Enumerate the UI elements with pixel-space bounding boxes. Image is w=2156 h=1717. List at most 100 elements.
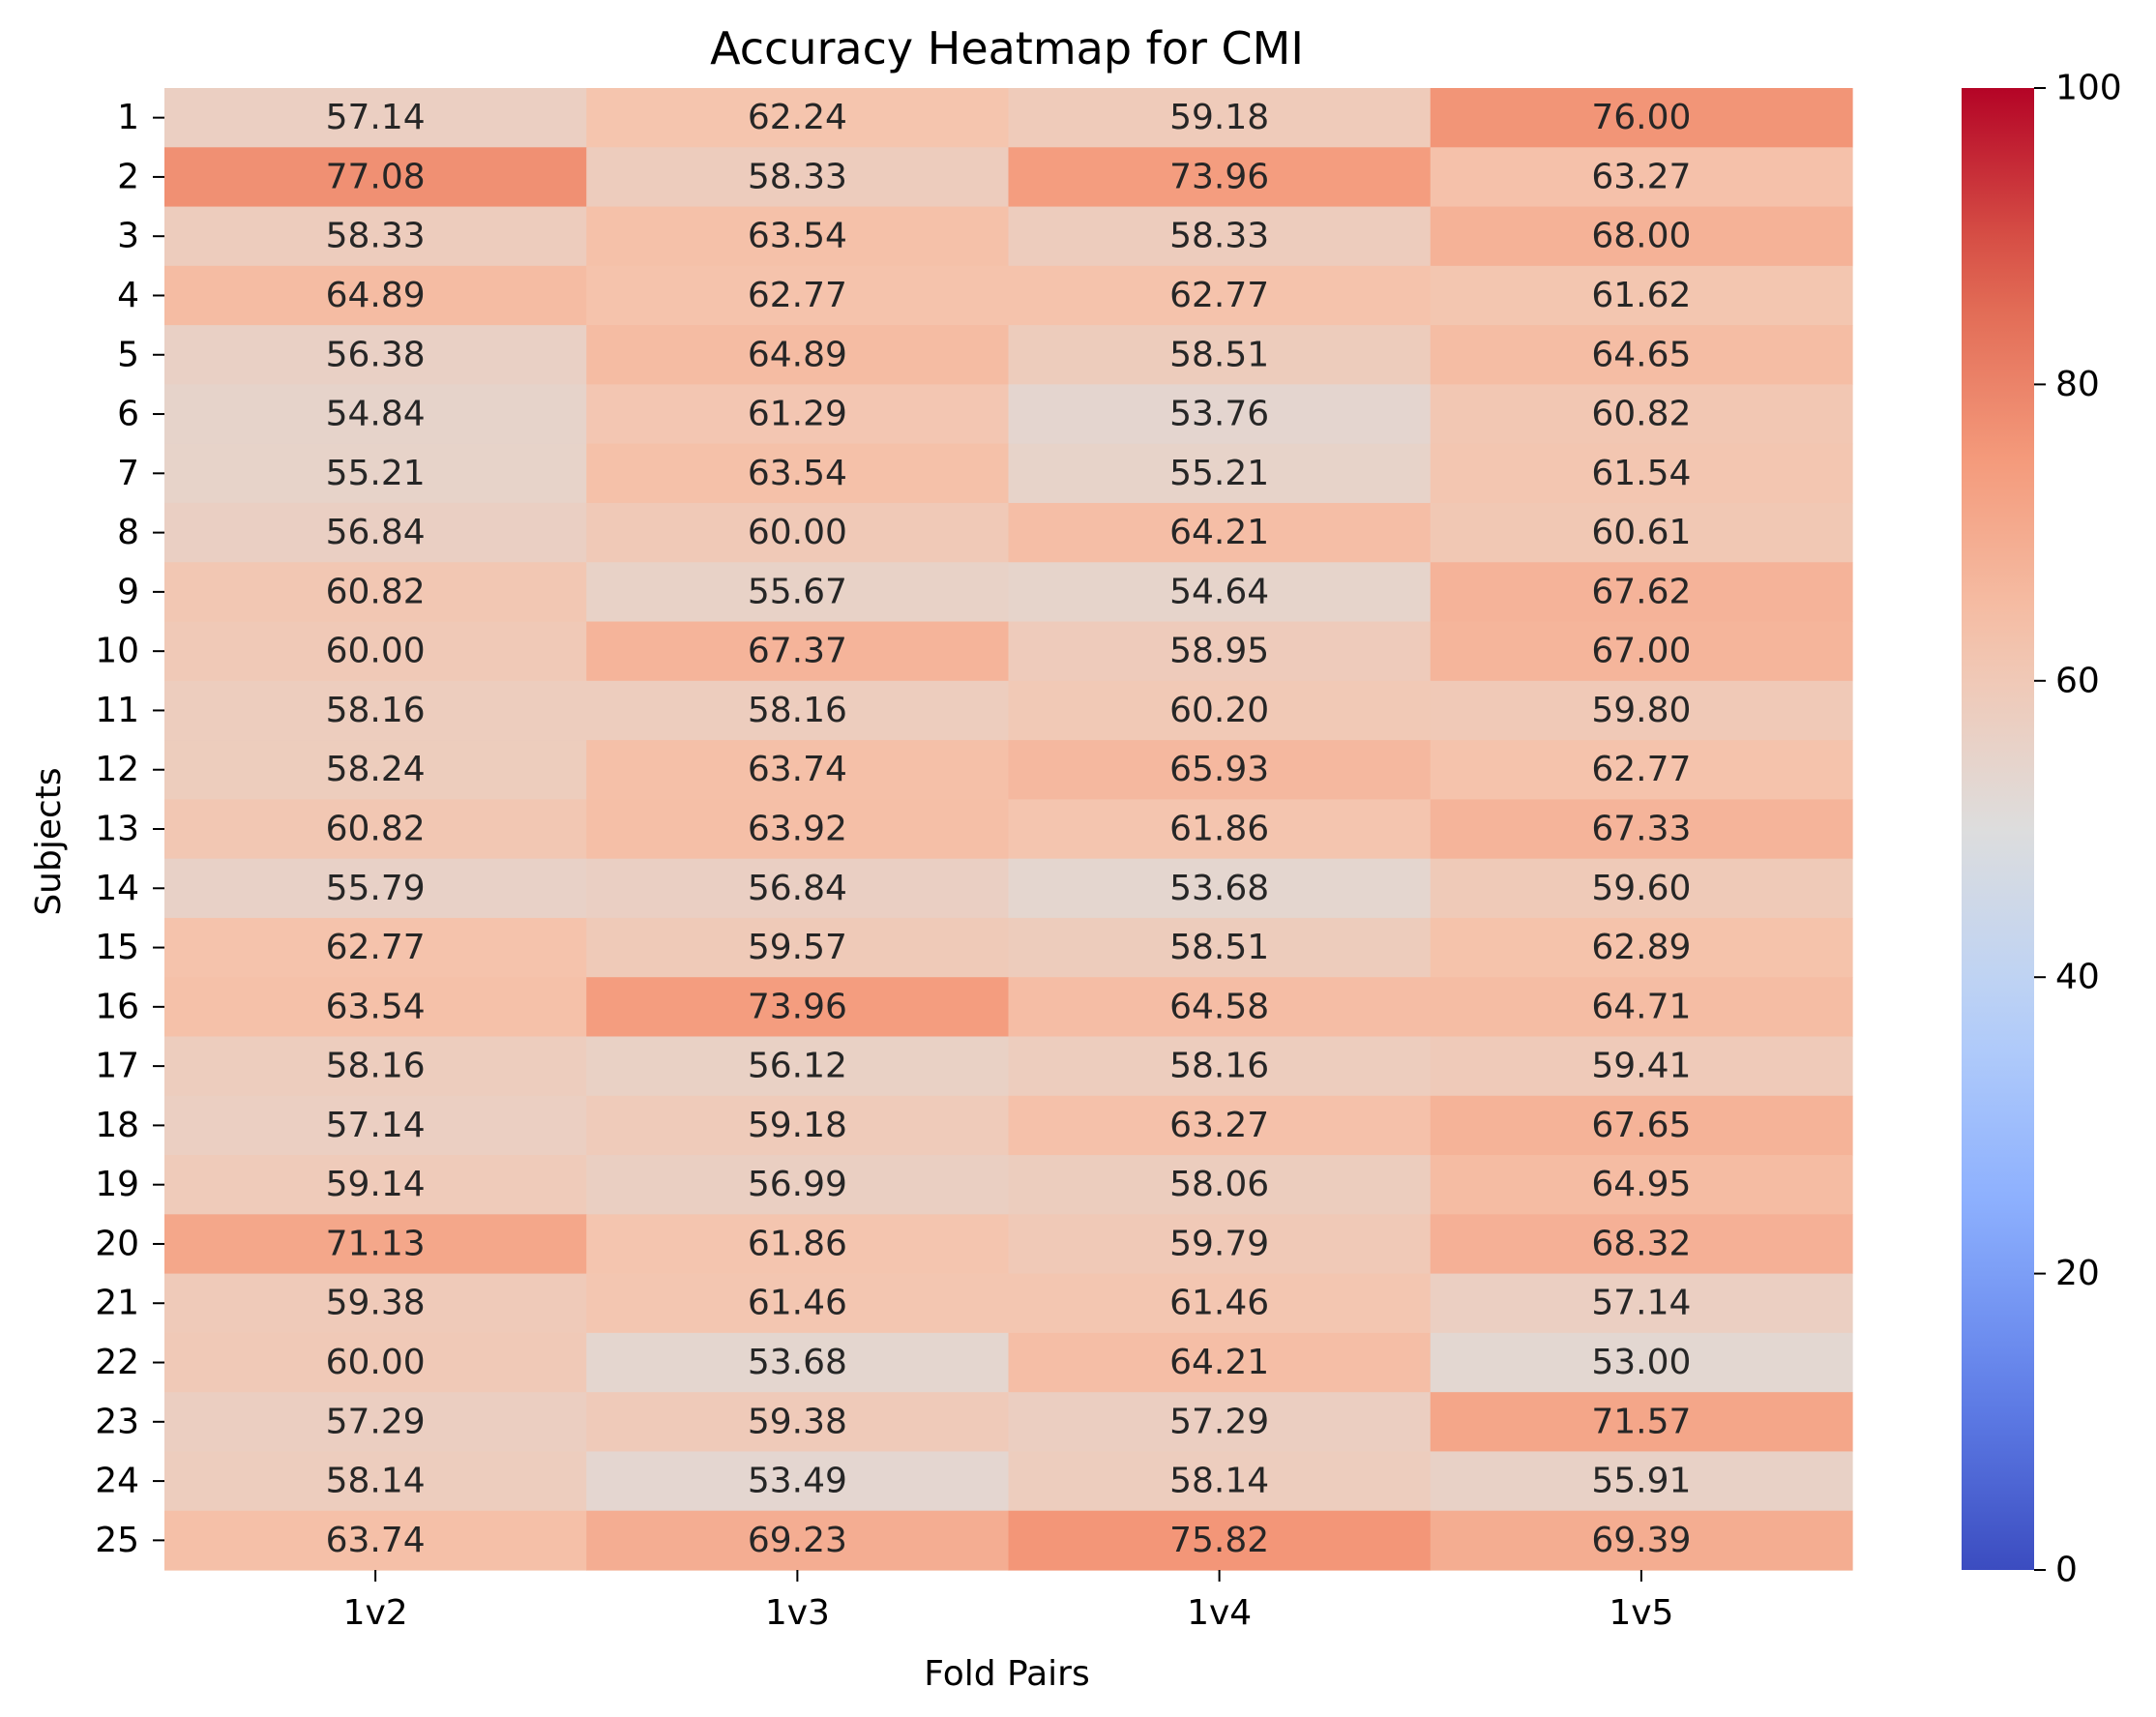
heatmap-cell-11-1v2	[164, 680, 587, 741]
heatmap-cell-22-1v2	[164, 1332, 587, 1393]
colorbar-tick-label: 20	[2055, 1254, 2100, 1293]
cell-value-label: 62.77	[326, 928, 426, 967]
heatmap-cell-25-1v5	[1430, 1510, 1853, 1571]
cell-value-label: 67.33	[1591, 810, 1691, 849]
heatmap-cell-22-1v4	[1008, 1332, 1432, 1393]
heatmap-cell-15-1v5	[1430, 917, 1853, 978]
heatmap-cell-21-1v2	[164, 1273, 587, 1334]
y-tick-label: 10	[95, 632, 139, 671]
cell-value-label: 58.16	[748, 691, 847, 730]
cell-value-label: 58.24	[326, 750, 426, 789]
heatmap-cell-10-1v2	[164, 621, 587, 682]
cell-value-label: 71.13	[326, 1224, 426, 1263]
cell-value-label: 59.38	[326, 1284, 426, 1323]
heatmap-cell-9-1v3	[586, 562, 1010, 623]
y-tick-label: 7	[117, 454, 139, 493]
y-tick-label: 11	[95, 691, 139, 730]
cell-value-label: 53.49	[748, 1462, 847, 1501]
cell-value-label: 58.16	[326, 691, 426, 730]
cell-value-label: 64.58	[1169, 987, 1269, 1026]
heatmap-cell-7-1v3	[586, 443, 1010, 504]
cell-value-label: 62.77	[748, 276, 847, 315]
cell-value-label: 58.14	[1169, 1462, 1269, 1501]
x-tick-label: 1v2	[343, 1593, 408, 1633]
cell-value-label: 64.65	[1591, 335, 1691, 374]
y-tick-label: 8	[117, 513, 139, 552]
heatmap-cell-20-1v2	[164, 1214, 587, 1275]
cell-value-label: 61.86	[748, 1224, 847, 1263]
cell-value-label: 55.21	[326, 454, 426, 493]
cell-value-label: 56.38	[326, 335, 426, 374]
cell-value-label: 59.18	[748, 1106, 847, 1145]
heatmap-cell-15-1v4	[1008, 917, 1432, 978]
cell-value-label: 58.33	[1169, 217, 1269, 256]
heatmap-cell-1-1v4	[1008, 88, 1432, 148]
cell-value-label: 63.74	[748, 750, 847, 789]
cell-value-label: 53.00	[1591, 1343, 1691, 1382]
cell-value-label: 64.21	[1169, 1343, 1269, 1382]
y-tick-label: 3	[117, 217, 139, 256]
chart-title: Accuracy Heatmap for CMI	[710, 22, 1304, 74]
heatmap-cell-9-1v5	[1430, 562, 1853, 623]
colorbar-gradient	[1962, 88, 2034, 1570]
heatmap-cell-22-1v3	[586, 1332, 1010, 1393]
cell-value-label: 64.89	[748, 335, 847, 374]
heatmap-cell-20-1v4	[1008, 1214, 1432, 1275]
y-tick-label: 6	[117, 395, 139, 434]
heatmap-cell-21-1v5	[1430, 1273, 1853, 1334]
cell-value-label: 61.46	[748, 1284, 847, 1323]
cell-value-label: 53.68	[748, 1343, 847, 1382]
cell-value-label: 59.79	[1169, 1224, 1269, 1263]
cell-value-label: 67.37	[748, 632, 847, 671]
heatmap-cell-20-1v5	[1430, 1214, 1853, 1275]
cell-value-label: 63.54	[326, 987, 426, 1026]
heatmap-cell-2-1v4	[1008, 147, 1432, 208]
cell-value-label: 60.82	[326, 572, 426, 611]
cell-value-label: 58.33	[326, 217, 426, 256]
cell-value-label: 63.74	[326, 1521, 426, 1560]
cell-value-label: 62.24	[748, 98, 847, 137]
heatmap-cell-24-1v3	[586, 1451, 1010, 1512]
heatmap-cell-19-1v3	[586, 1155, 1010, 1215]
cell-value-label: 64.89	[326, 276, 426, 315]
cell-value-label: 61.54	[1591, 454, 1691, 493]
cell-value-label: 57.29	[326, 1402, 426, 1441]
heatmap-cell-14-1v3	[586, 858, 1010, 919]
cell-value-label: 64.21	[1169, 513, 1269, 552]
x-axis-label: Fold Pairs	[924, 1654, 1089, 1694]
x-tick-label: 1v4	[1187, 1593, 1252, 1633]
y-tick-label: 20	[95, 1224, 139, 1263]
heatmap-cell-8-1v4	[1008, 502, 1432, 563]
cell-value-label: 63.27	[1169, 1106, 1269, 1145]
y-tick-label: 2	[117, 157, 139, 196]
heatmap-cell-13-1v5	[1430, 799, 1853, 860]
cell-value-label: 59.14	[326, 1165, 426, 1204]
cell-value-label: 73.96	[1169, 157, 1269, 196]
heatmap-cell-14-1v2	[164, 858, 587, 919]
cell-value-label: 58.16	[1169, 1047, 1269, 1086]
cell-value-label: 55.91	[1591, 1462, 1691, 1501]
heatmap-cell-12-1v3	[586, 740, 1010, 800]
heatmap-cell-16-1v3	[586, 977, 1010, 1038]
heatmap-cell-1-1v5	[1430, 88, 1853, 148]
cell-value-label: 54.84	[326, 395, 426, 434]
cell-value-label: 58.51	[1169, 928, 1269, 967]
colorbar-tick-label: 40	[2055, 958, 2100, 997]
cell-value-label: 67.00	[1591, 632, 1691, 671]
heatmap-cell-12-1v5	[1430, 740, 1853, 800]
cell-value-label: 59.60	[1591, 869, 1691, 908]
heatmap-cell-24-1v4	[1008, 1451, 1432, 1512]
heatmap-cell-3-1v5	[1430, 206, 1853, 267]
y-tick-label: 12	[95, 750, 139, 789]
heatmap-cell-9-1v2	[164, 562, 587, 623]
cell-value-label: 62.77	[1169, 276, 1269, 315]
cell-value-label: 59.41	[1591, 1047, 1691, 1086]
heatmap-cell-25-1v2	[164, 1510, 587, 1571]
cell-value-label: 62.89	[1591, 928, 1691, 967]
heatmap-cell-10-1v5	[1430, 621, 1853, 682]
y-axis: 1234567891011121314151617181920212223242…	[95, 98, 164, 1560]
cell-value-label: 60.82	[1591, 395, 1691, 434]
cell-value-label: 58.95	[1169, 632, 1269, 671]
heatmap-cell-1-1v3	[586, 88, 1010, 148]
cell-value-label: 61.29	[748, 395, 847, 434]
